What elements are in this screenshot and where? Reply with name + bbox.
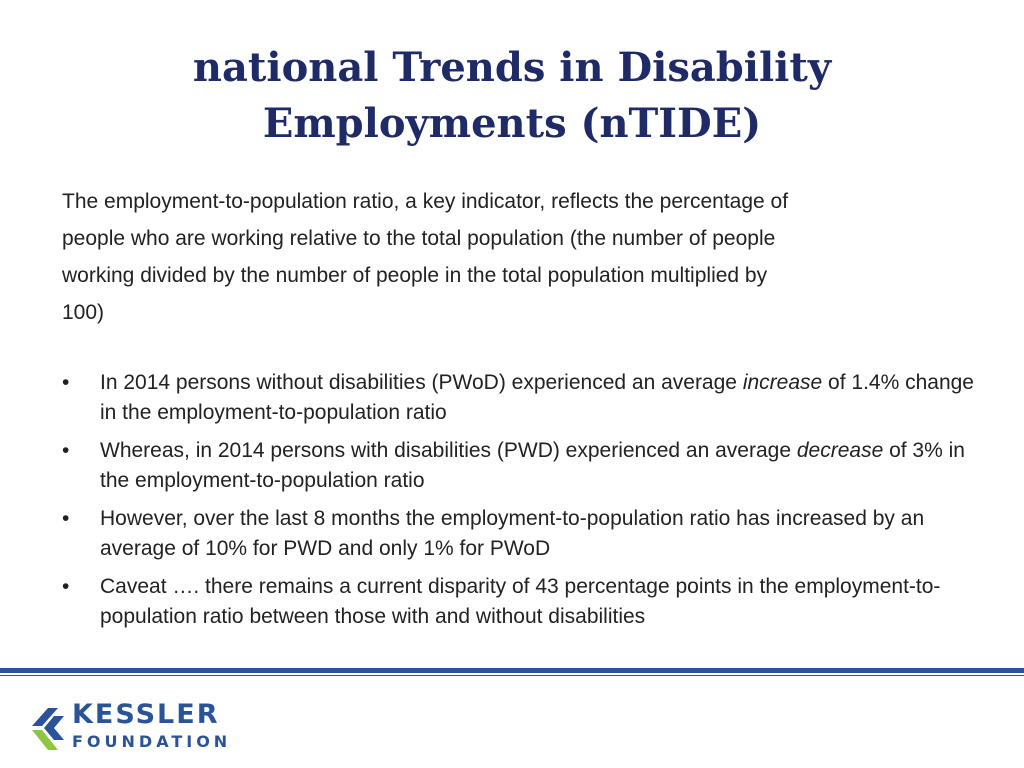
intro-line-3: working divided by the number of people … bbox=[62, 264, 768, 287]
bullet-text: of 1.4% change in the employment-to-popu… bbox=[100, 371, 974, 424]
bullet-text: However, over the last 8 months the empl… bbox=[100, 507, 925, 560]
bullet-icon: • bbox=[62, 507, 70, 530]
bullet-item-pwod-increase: • In 2014 persons without disabilities (… bbox=[62, 368, 982, 428]
bullet-icon: • bbox=[62, 371, 70, 394]
bullet-emphasis: decrease bbox=[796, 439, 884, 462]
bullet-text: of 3% in the employment-to-population ra… bbox=[100, 439, 965, 492]
bullet-icon: • bbox=[62, 439, 70, 462]
bullet-text: In 2014 persons without disabilities (PW… bbox=[100, 371, 743, 394]
bullet-list: • In 2014 persons without disabilities (… bbox=[62, 368, 982, 640]
title-line-1: national Trends in Disability bbox=[192, 44, 832, 91]
logo-word-foundation: FOUNDATION bbox=[72, 732, 232, 751]
bullet-emphasis: increase bbox=[742, 371, 823, 394]
bullet-item-last-8-months: • However, over the last 8 months the em… bbox=[62, 504, 982, 564]
page-title: national Trends in Disability Employment… bbox=[90, 40, 934, 152]
kessler-foundation-logo: KESSLER FOUNDATION bbox=[32, 700, 232, 756]
intro-line-4: 100) bbox=[62, 301, 105, 324]
bullet-item-caveat: • Caveat …. there remains a current disp… bbox=[62, 572, 982, 632]
footer-divider-thin bbox=[0, 675, 1024, 676]
bullet-text: Caveat …. there remains a current dispar… bbox=[100, 575, 941, 628]
bullet-icon: • bbox=[62, 575, 70, 598]
intro-line-1: The employment-to-population ratio, a ke… bbox=[62, 190, 789, 213]
kessler-k-mark-icon bbox=[32, 708, 64, 750]
footer-divider bbox=[0, 668, 1024, 673]
intro-line-2: people who are working relative to the t… bbox=[62, 227, 776, 250]
bullet-item-pwd-decrease: • Whereas, in 2014 persons with disabili… bbox=[62, 436, 982, 496]
logo-word-kessler: KESSLER bbox=[72, 699, 220, 730]
intro-paragraph: The employment-to-population ratio, a ke… bbox=[62, 183, 942, 331]
bullet-text: Whereas, in 2014 persons with disabiliti… bbox=[100, 439, 797, 462]
title-line-2: Employments (nTIDE) bbox=[262, 100, 762, 147]
